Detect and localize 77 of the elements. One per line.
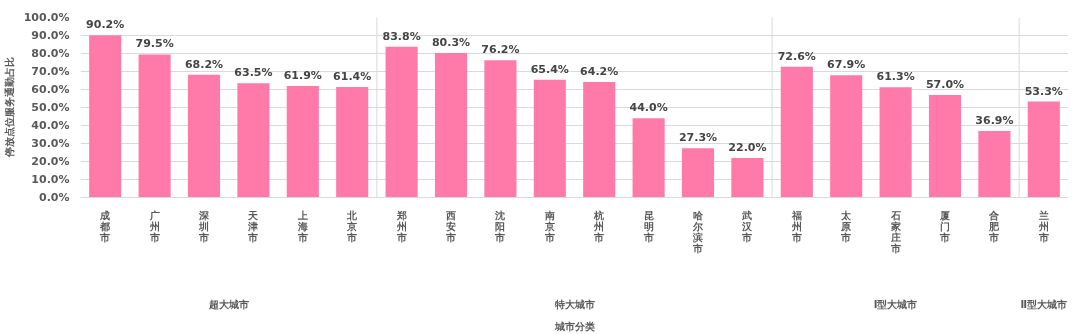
data-label: 67.9%: [827, 58, 866, 72]
y-tick-label: 40.0%: [31, 119, 70, 132]
y-tick-label: 70.0%: [31, 65, 70, 78]
x-tick-label: 哈尔滨市: [692, 209, 704, 254]
data-label: 64.2%: [580, 64, 619, 78]
data-label: 68.2%: [184, 57, 224, 71]
x-tick-label: 厦门市: [939, 209, 950, 243]
data-label: 61.4%: [333, 69, 372, 83]
y-tick-label: 0.0%: [38, 191, 70, 204]
bar: [731, 157, 764, 198]
x-tick-label: 广州市: [148, 209, 160, 243]
bar: [533, 79, 566, 198]
x-tick-label: 北京市: [346, 209, 359, 243]
data-label: 79.5%: [135, 37, 174, 51]
data-label: 44.0%: [629, 101, 668, 115]
text: 城市分类: [553, 320, 595, 332]
x-tick-label: 太原市: [840, 209, 853, 243]
y-tick-label: 80.0%: [31, 47, 70, 60]
bar: [681, 148, 715, 198]
data-label: 65.4%: [530, 62, 569, 76]
data-label: 80.3%: [431, 35, 471, 49]
data-label: 61.9%: [283, 69, 322, 83]
x-tick-label: 上海市: [296, 209, 308, 243]
bar: [385, 46, 418, 198]
data-label: 22.0%: [728, 140, 767, 154]
data-label: 53.3%: [1024, 84, 1063, 98]
x-tick-label: 合肥市: [988, 209, 1001, 243]
y-tick-label: 20.0%: [31, 155, 70, 168]
bar: [1027, 101, 1060, 198]
data-label: 57.0%: [925, 77, 965, 91]
y-tick-label: 60.0%: [31, 83, 70, 96]
text: 超大城市: [207, 298, 249, 310]
bar: [237, 83, 270, 198]
text: Ⅱ型大城市: [1020, 298, 1068, 310]
x-tick-label: 昆明市: [642, 209, 654, 243]
bar: [978, 131, 1011, 198]
bar: [484, 60, 517, 198]
data-label: 27.3%: [678, 131, 718, 145]
y-tick-label: 30.0%: [31, 137, 70, 150]
y-tick-label: 50.0%: [31, 101, 70, 114]
bar: [632, 118, 665, 198]
data-label: 61.3%: [876, 70, 915, 84]
data-label: 76.2%: [481, 43, 520, 57]
bar: [286, 86, 319, 198]
bar: [879, 87, 912, 198]
x-tick-label: 福州市: [790, 209, 802, 243]
bar: [336, 86, 369, 198]
bar: [780, 66, 813, 198]
x-tick-label: 南京市: [543, 209, 555, 243]
bar: [187, 74, 221, 198]
data-label: 90.2%: [86, 18, 125, 32]
text: 特大城市: [553, 298, 595, 310]
y-tick-label: 90.0%: [31, 29, 70, 42]
y-axis-title: 停放点位服务通勤占比: [3, 57, 15, 159]
bar: [830, 75, 863, 198]
data-label: 72.6%: [777, 49, 816, 63]
x-tick-label: 武汉市: [741, 209, 754, 243]
data-label: 83.8%: [382, 29, 421, 43]
bar: [434, 52, 468, 198]
x-tick-label: 兰州市: [1037, 209, 1049, 243]
x-tick-label: 石家庄市: [889, 209, 901, 254]
bar: [89, 35, 122, 198]
bar: [583, 81, 616, 198]
x-tick-label: 西安市: [445, 209, 456, 243]
x-tick-label: 深圳市: [198, 209, 210, 243]
x-tick-label: 天津市: [247, 209, 260, 243]
y-tick-label: 100.0%: [23, 11, 70, 24]
bar: [138, 54, 171, 198]
x-tick-label: 沈阳市: [494, 209, 506, 243]
data-label: 63.5%: [234, 66, 273, 80]
x-tick-label: 成都市: [99, 209, 111, 243]
data-label: 36.9%: [975, 114, 1014, 128]
x-tick-label: 郑州市: [395, 209, 407, 243]
x-tick-label: 杭州市: [593, 209, 605, 243]
bar: [928, 94, 962, 198]
y-tick-label: 10.0%: [31, 173, 70, 186]
text: Ⅰ型大城市: [873, 298, 918, 310]
